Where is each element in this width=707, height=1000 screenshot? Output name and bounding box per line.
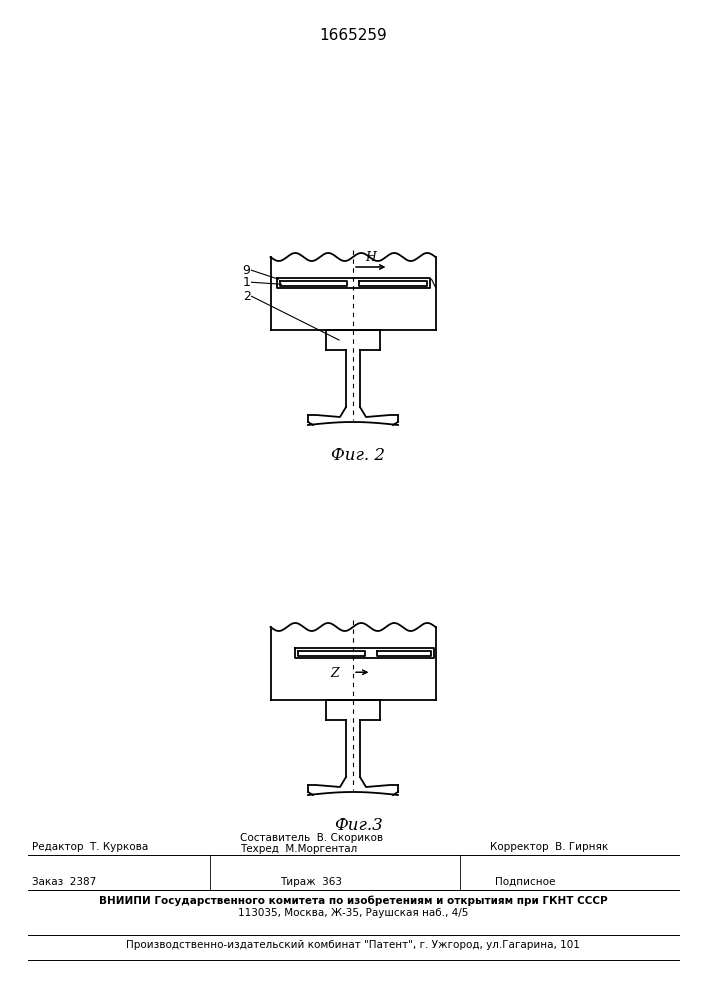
Text: H: H [366,251,376,264]
Text: Фиг. 2: Фиг. 2 [331,447,385,464]
Text: Z: Z [330,667,339,680]
Text: Редактор  Т. Куркова: Редактор Т. Куркова [32,842,148,852]
Text: Фиг.3: Фиг.3 [334,817,382,834]
Text: Тираж  363: Тираж 363 [280,877,342,887]
Text: Подписное: Подписное [495,877,556,887]
Text: 1: 1 [243,276,250,289]
Text: Корректор  В. Гирняк: Корректор В. Гирняк [490,842,608,852]
Text: ВНИИПИ Государственного комитета по изобретениям и открытиям при ГКНТ СССР: ВНИИПИ Государственного комитета по изоб… [99,895,607,906]
Text: 2: 2 [243,290,250,303]
Text: Техред  М.Моргентал: Техред М.Моргентал [240,844,357,854]
Text: Заказ  2387: Заказ 2387 [32,877,96,887]
Text: Производственно-издательский комбинат "Патент", г. Ужгород, ул.Гагарина, 101: Производственно-издательский комбинат "П… [126,940,580,950]
Text: 1665259: 1665259 [319,28,387,43]
Text: 113035, Москва, Ж-35, Раушская наб., 4/5: 113035, Москва, Ж-35, Раушская наб., 4/5 [238,908,468,918]
Text: Составитель  В. Скориков: Составитель В. Скориков [240,833,383,843]
Text: 9: 9 [243,264,250,277]
